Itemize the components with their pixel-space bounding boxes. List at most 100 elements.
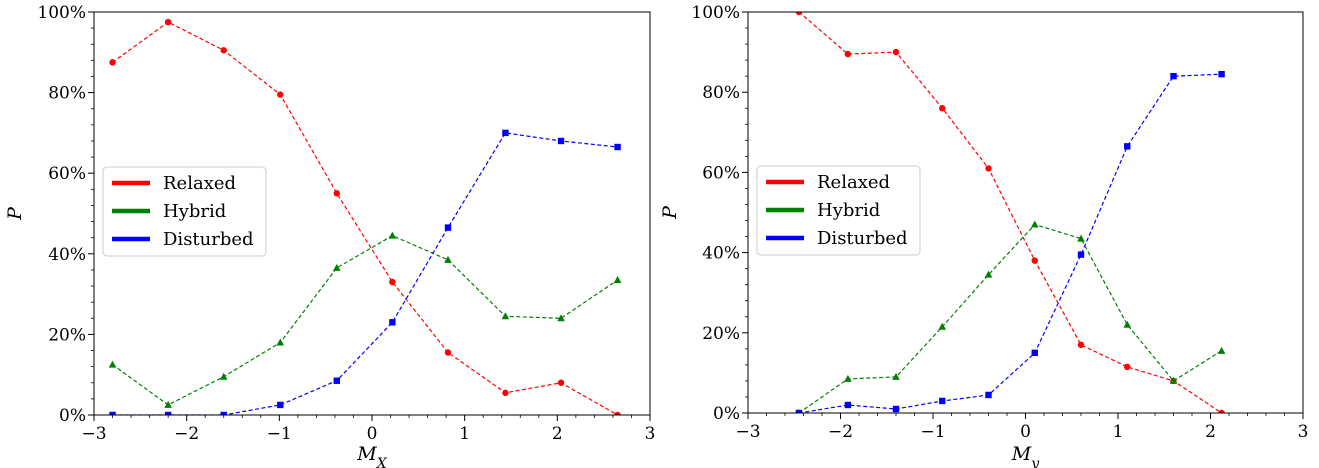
- data-point-hybrid: [892, 372, 900, 380]
- x-axis-label-subscript: y: [1030, 456, 1040, 468]
- data-point-hybrid: [1217, 346, 1226, 354]
- data-point-hybrid: [557, 314, 565, 322]
- legend-label-disturbed: Disturbed: [163, 229, 254, 250]
- data-point-disturbed: [557, 137, 565, 145]
- data-point-hybrid: [108, 360, 117, 368]
- x-axis-label: MX: [356, 443, 387, 468]
- data-point-disturbed: [892, 405, 900, 413]
- data-point-relaxed: [985, 165, 992, 172]
- data-point-relaxed: [557, 379, 565, 386]
- data-point-disturbed: [164, 411, 172, 415]
- data-point-hybrid: [164, 400, 172, 408]
- data-point-relaxed: [444, 349, 452, 356]
- y-tick-label: 20%: [48, 325, 86, 345]
- data-point-disturbed: [1077, 251, 1085, 258]
- data-point-hybrid: [1077, 234, 1085, 242]
- data-point-relaxed: [844, 50, 852, 58]
- data-point-relaxed: [1218, 409, 1225, 413]
- data-point-disturbed: [1031, 349, 1038, 357]
- series-line-relaxed: [798, 12, 1222, 413]
- data-point-hybrid: [388, 231, 397, 239]
- x-tick-label: 2: [552, 424, 563, 444]
- data-point-disturbed: [1124, 143, 1131, 150]
- x-axis-label-main: M: [1011, 443, 1032, 465]
- y-axis-label: P: [659, 205, 681, 220]
- legend: Relaxed Hybrid Disturbed: [102, 166, 267, 257]
- data-point-relaxed: [1031, 257, 1038, 264]
- plot-area: [795, 12, 1226, 413]
- x-tick-label: −1: [920, 422, 945, 442]
- data-point-disturbed: [614, 143, 621, 151]
- legend-label-relaxed: Relaxed: [163, 173, 236, 194]
- data-point-hybrid: [219, 372, 228, 380]
- data-point-hybrid: [332, 263, 341, 271]
- x-tick-label: 2: [1205, 422, 1216, 442]
- data-point-hybrid: [984, 270, 993, 278]
- data-point-disturbed: [220, 411, 227, 415]
- x-tick-label: −3: [735, 422, 760, 442]
- x-tick-label: −3: [81, 424, 106, 444]
- data-point-disturbed: [389, 319, 396, 326]
- x-axis-label-main: M: [356, 443, 377, 465]
- data-point-relaxed: [1077, 341, 1085, 349]
- data-point-hybrid: [276, 338, 285, 346]
- data-point-disturbed: [502, 129, 509, 137]
- legend-label-hybrid: Hybrid: [817, 200, 880, 221]
- data-point-disturbed: [844, 401, 852, 409]
- data-point-disturbed: [333, 377, 340, 384]
- data-point-hybrid: [1123, 320, 1132, 328]
- y-tick-label: 80%: [48, 84, 86, 104]
- x-tick-label: 0: [367, 424, 378, 444]
- data-point-relaxed: [164, 18, 172, 26]
- y-tick-label: 100%: [691, 3, 740, 23]
- legend-label-hybrid: Hybrid: [163, 201, 226, 222]
- y-tick-label: 60%: [702, 163, 740, 183]
- data-point-relaxed: [277, 91, 284, 98]
- data-point-relaxed: [220, 47, 227, 54]
- data-point-disturbed: [985, 391, 992, 399]
- data-point-relaxed: [614, 411, 621, 415]
- data-point-disturbed: [1170, 72, 1177, 80]
- chart-right: −3 −2 −1 0 1 2 3 0% 20% 40% 60% 80% 100% My P Relaxed Hy…: [659, 3, 1308, 468]
- x-tick-label: −2: [828, 422, 853, 442]
- data-point-disturbed: [939, 397, 946, 405]
- data-point-hybrid: [613, 275, 622, 283]
- y-tick-label: 60%: [48, 164, 86, 184]
- legend-label-disturbed: Disturbed: [817, 228, 908, 249]
- y-tick-label: 20%: [702, 324, 740, 344]
- data-point-hybrid: [844, 374, 852, 382]
- data-point-hybrid: [444, 255, 452, 263]
- plot-area: [108, 18, 622, 415]
- data-point-relaxed: [892, 48, 900, 56]
- legend: Relaxed Hybrid Disturbed: [756, 165, 921, 256]
- y-tick-label: 80%: [702, 83, 740, 103]
- x-tick-label: 3: [1298, 422, 1309, 442]
- y-tick-label: 0%: [713, 404, 740, 424]
- data-point-hybrid: [1169, 376, 1178, 384]
- x-axis-label-subscript: X: [376, 456, 388, 468]
- x-tick-label: 1: [459, 424, 470, 444]
- data-point-relaxed: [333, 190, 340, 197]
- data-point-hybrid: [501, 312, 510, 320]
- data-point-relaxed: [795, 12, 803, 16]
- data-point-hybrid: [1030, 220, 1039, 228]
- x-tick-label: −1: [267, 424, 292, 444]
- series-line-disturbed: [112, 132, 618, 415]
- legend-box: [102, 166, 267, 257]
- data-point-relaxed: [389, 278, 396, 286]
- x-tick-label: 1: [1113, 422, 1124, 442]
- data-point-relaxed: [502, 389, 509, 397]
- series-line-hybrid: [112, 235, 618, 406]
- data-point-disturbed: [1218, 70, 1225, 78]
- x-tick-label: 3: [645, 424, 656, 444]
- legend-label-relaxed: Relaxed: [817, 172, 890, 193]
- series-line-disturbed: [798, 73, 1222, 413]
- y-tick-label: 0%: [59, 406, 86, 426]
- legend-box: [756, 165, 921, 256]
- y-axis-label: P: [4, 206, 26, 221]
- data-point-hybrid: [938, 322, 947, 330]
- x-axis-label: My: [1011, 443, 1040, 468]
- y-tick-label: 40%: [48, 245, 86, 265]
- x-tick-label: −2: [174, 424, 199, 444]
